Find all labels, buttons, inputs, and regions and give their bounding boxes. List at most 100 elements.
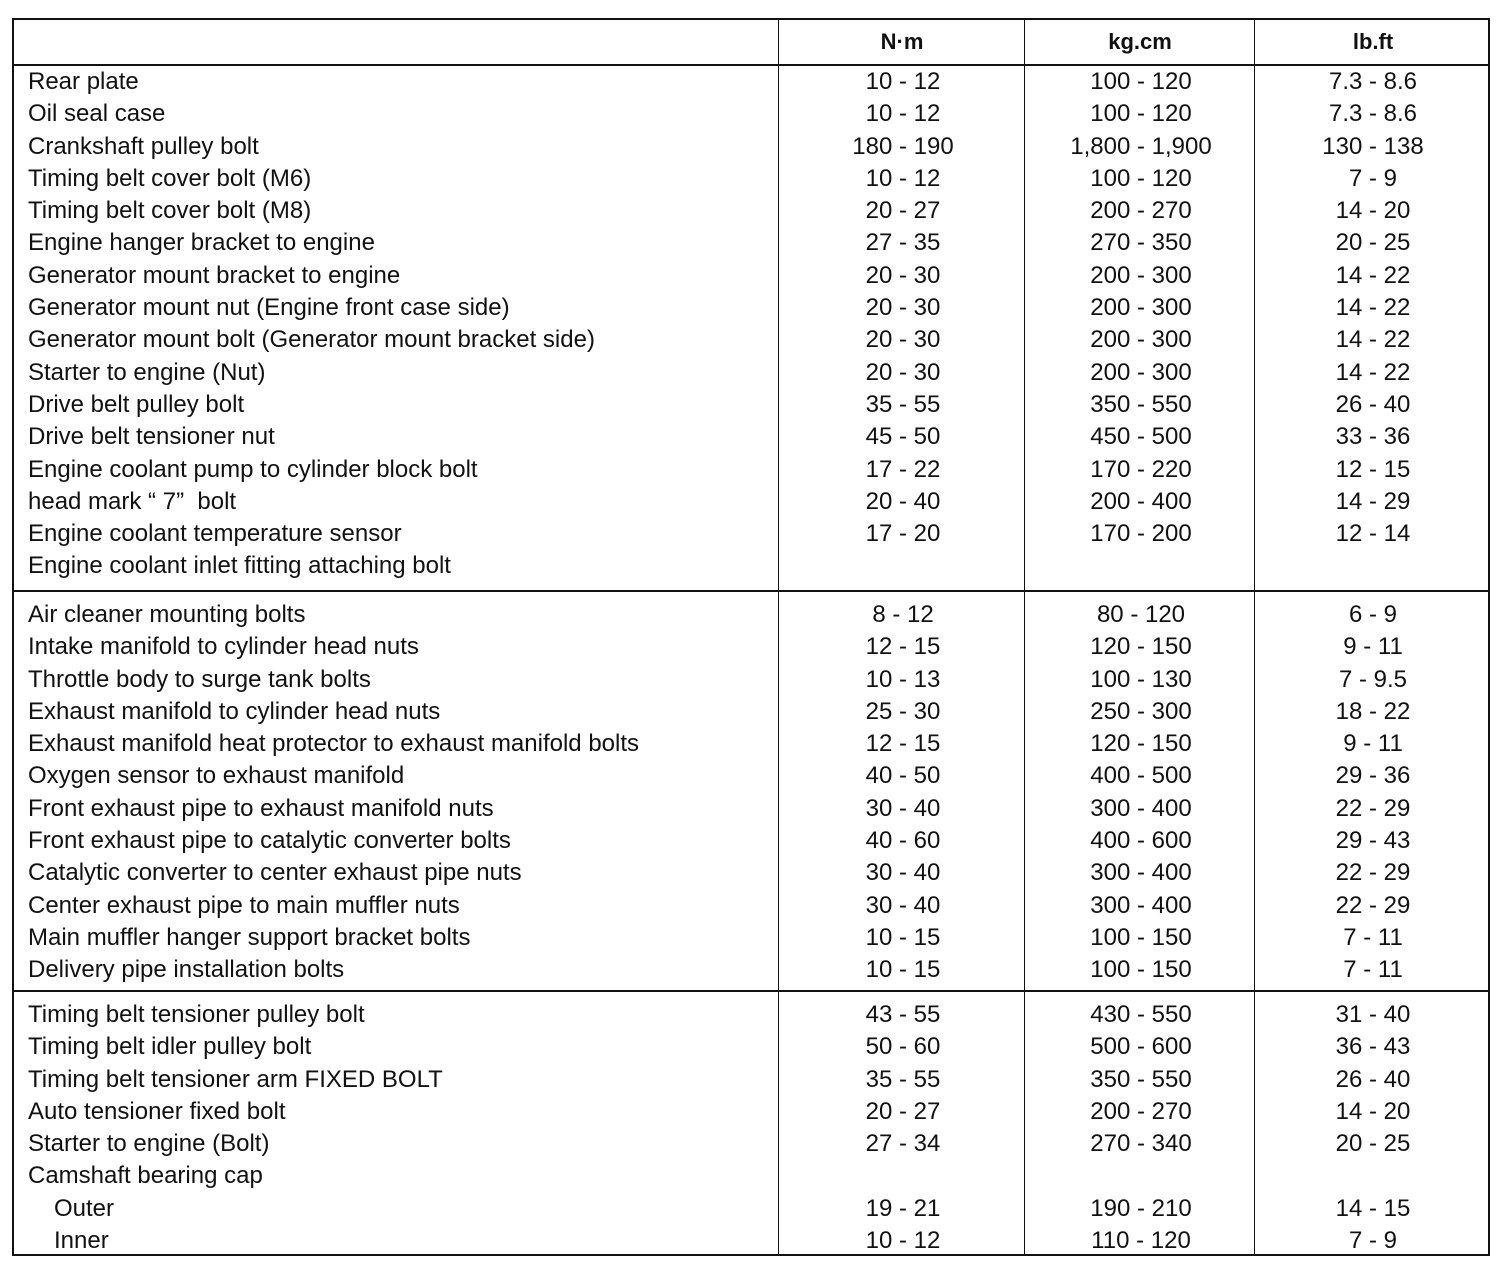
table-row: Throttle body to surge tank bolts 10 - 13…	[14, 664, 1488, 696]
value-nm: 10 - 12	[865, 68, 941, 95]
value-lbft: 36 - 43	[1335, 1033, 1411, 1061]
value-kgcm: 350 - 550	[1090, 390, 1192, 418]
item-name: Drive belt pulley bolt	[28, 390, 245, 418]
table-section: Timing belt tensioner pulley bolt 43 - 55…	[14, 990, 1488, 1256]
value-kgcm: 100 - 150	[1090, 923, 1192, 951]
value-nm: 180 - 190	[852, 132, 954, 160]
value-nm: 10 - 12	[865, 164, 941, 192]
item-name: Generator mount bracket to engine	[28, 261, 401, 289]
value-nm: 10 - 13	[865, 665, 941, 693]
table-row: Starter to engine (Bolt) 27 - 34 270 - 340…	[14, 1128, 1488, 1160]
value-nm: 43 - 55	[865, 1001, 941, 1028]
value-nm: 25 - 30	[865, 697, 941, 725]
item-name: Crankshaft pulley bolt	[28, 132, 259, 160]
column-divider	[778, 20, 779, 1254]
table-section: Rear plate 10 - 12 100 - 120 7.3 - 8.6 Oil s…	[14, 64, 1488, 590]
table-row: Delivery pipe installation bolts 10 - 15 1…	[14, 954, 1488, 986]
table-row: Drive belt tensioner nut 45 - 50 450 - 500…	[14, 421, 1488, 453]
table-row: Oxygen sensor to exhaust manifold 40 - 50…	[14, 760, 1488, 792]
value-nm: 8 - 12	[872, 601, 934, 628]
value-kgcm: 300 - 400	[1090, 859, 1192, 887]
value-lbft: 9 - 11	[1343, 730, 1403, 758]
value-kgcm: 500 - 600	[1090, 1033, 1192, 1061]
value-nm: 10 - 12	[865, 100, 941, 128]
table-row: Center exhaust pipe to main muffler nuts…	[14, 890, 1488, 922]
item-name: Front exhaust pipe to catalytic converte…	[28, 827, 511, 855]
header-kgcm: kg.cm	[1108, 29, 1172, 54]
value-nm: 40 - 50	[865, 762, 941, 790]
value-kgcm: 1,800 - 1,900	[1070, 132, 1212, 160]
item-name: Intake manifold to cylinder head nuts	[28, 633, 419, 661]
table-row: Exhaust manifold heat protector to exhau…	[14, 728, 1488, 760]
value-lbft: 14 - 22	[1335, 294, 1411, 322]
value-nm: 20 - 40	[865, 487, 941, 515]
value-kgcm: 100 - 130	[1090, 665, 1192, 693]
value-kgcm: 400 - 500	[1090, 762, 1192, 790]
value-nm: 27 - 34	[865, 1130, 941, 1158]
value-kgcm: 100 - 150	[1090, 956, 1192, 984]
value-lbft: 31 - 40	[1335, 1001, 1411, 1028]
value-lbft: 26 - 40	[1335, 390, 1411, 418]
item-name: Exhaust manifold heat protector to exhau…	[28, 730, 640, 758]
value-nm: 30 - 40	[865, 859, 941, 887]
item-name: Timing belt idler pulley bolt	[28, 1033, 312, 1061]
value-kgcm: 350 - 550	[1090, 1065, 1192, 1093]
value-nm: 10 - 12	[865, 1227, 941, 1255]
value-lbft: 7.3 - 8.6	[1328, 100, 1418, 128]
table-row: Outer 19 - 21 190 - 210 14 - 15	[14, 1193, 1488, 1225]
table-row: Engine coolant inlet fitting attaching b…	[14, 550, 1488, 582]
value-lbft: 9 - 11	[1343, 633, 1403, 661]
value-lbft: 7 - 9.5	[1338, 665, 1408, 693]
value-lbft: 14 - 22	[1335, 261, 1411, 289]
header-lbft: lb.ft	[1352, 29, 1394, 54]
item-name: Starter to engine (Bolt)	[28, 1130, 270, 1158]
item-name: Generator mount nut (Engine front case s…	[28, 294, 510, 322]
table-row: Generator mount nut (Engine front case s…	[14, 292, 1488, 324]
value-kgcm: 270 - 340	[1090, 1130, 1192, 1158]
value-kgcm: 120 - 150	[1090, 730, 1192, 758]
table-row: Generator mount bracket to engine 20 - 30…	[14, 260, 1488, 292]
value-kgcm: 170 - 200	[1090, 520, 1192, 548]
header-nm: N·m	[880, 29, 924, 54]
table-row: Rear plate 10 - 12 100 - 120 7.3 - 8.6	[14, 66, 1488, 98]
value-lbft: 7 - 9	[1348, 1227, 1398, 1255]
value-lbft: 14 - 22	[1335, 358, 1411, 386]
table-row: Oil seal case 10 - 12 100 - 120 7.3 - 8.6	[14, 98, 1488, 130]
table-section: Air cleaner mounting bolts 8 - 12 80 - 120…	[14, 590, 1488, 990]
item-name: head mark “ 7” bolt	[28, 487, 237, 515]
table-row: Front exhaust pipe to catalytic converte…	[14, 825, 1488, 857]
value-lbft: 6 - 9	[1348, 601, 1398, 628]
value-nm: 40 - 60	[865, 827, 941, 855]
value-nm: 20 - 30	[865, 358, 941, 386]
torque-spec-table: N·m kg.cm lb.ft Rear plate 10 - 12 100 - 1…	[12, 18, 1490, 1256]
value-nm: 35 - 55	[865, 1065, 941, 1093]
item-name: Oxygen sensor to exhaust manifold	[28, 762, 405, 790]
value-kgcm: 110 - 120	[1091, 1227, 1191, 1255]
value-lbft: 20 - 25	[1335, 229, 1411, 257]
table-row: Exhaust manifold to cylinder head nuts 25…	[14, 696, 1488, 728]
table-row: Intake manifold to cylinder head nuts 12 …	[14, 631, 1488, 663]
value-kgcm: 400 - 600	[1090, 827, 1192, 855]
table-row: Inner 10 - 12 110 - 120 7 - 9	[14, 1225, 1488, 1257]
item-name: Drive belt tensioner nut	[28, 423, 275, 451]
value-lbft: 14 - 29	[1335, 487, 1411, 515]
table-row: Engine hanger bracket to engine 27 - 35 27…	[14, 227, 1488, 259]
table-row: Engine coolant temperature sensor 17 - 20…	[14, 518, 1488, 550]
value-lbft: 33 - 36	[1335, 423, 1411, 451]
value-nm: 45 - 50	[865, 423, 941, 451]
value-kgcm: 100 - 120	[1090, 68, 1192, 95]
item-name: Generator mount bolt (Generator mount br…	[28, 326, 595, 354]
value-kgcm: 300 - 400	[1090, 891, 1192, 919]
item-name: Engine coolant pump to cylinder block bo…	[28, 455, 478, 483]
value-lbft: 14 - 22	[1335, 326, 1411, 354]
value-kgcm: 200 - 300	[1090, 261, 1192, 289]
value-nm: 30 - 40	[865, 794, 941, 822]
value-nm: 20 - 27	[865, 197, 941, 225]
item-name: Main muffler hanger support bracket bolt…	[28, 923, 471, 951]
value-kgcm: 80 - 120	[1096, 601, 1186, 628]
value-kgcm: 250 - 300	[1090, 697, 1192, 725]
value-kgcm: 200 - 300	[1090, 326, 1192, 354]
header-item	[14, 20, 778, 64]
table-row: Air cleaner mounting bolts 8 - 12 80 - 120…	[14, 599, 1488, 631]
value-lbft: 14 - 20	[1335, 1097, 1411, 1125]
